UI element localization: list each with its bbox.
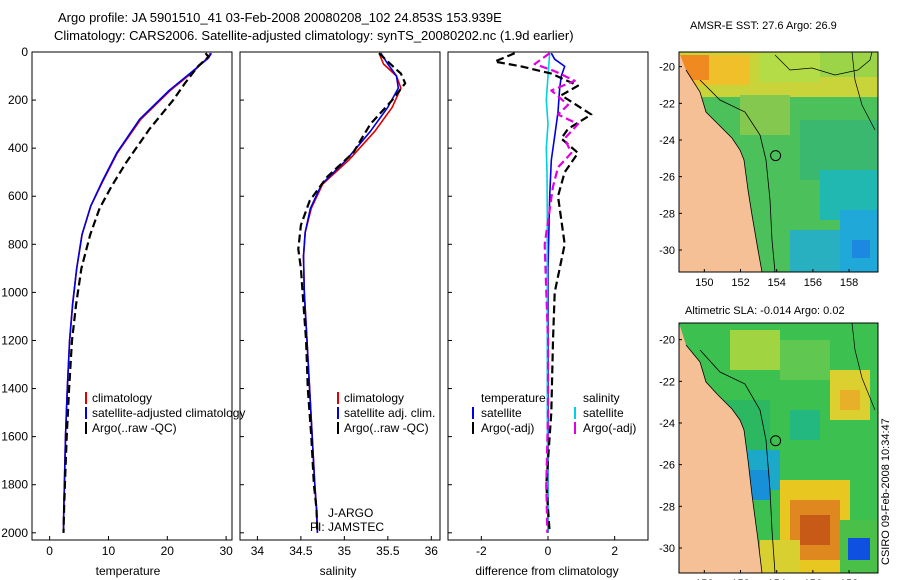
map-y-tick-label: -26 <box>659 460 675 472</box>
legend-header: salinity <box>583 391 620 405</box>
x-tick-label: 2 <box>611 544 618 558</box>
y-tick-label: 400 <box>8 141 28 155</box>
map-y-tick-label: -30 <box>659 543 675 555</box>
sla-land <box>679 323 762 573</box>
map-y-tick-label: -22 <box>659 376 675 388</box>
x-tick-label: 10 <box>102 544 116 558</box>
series-line-satellite <box>547 52 566 533</box>
difference-ticks: -2 0 2 <box>448 51 618 558</box>
x-tick-label: 35 <box>338 544 352 558</box>
y-tick-label: 1200 <box>1 333 28 347</box>
title-line-2: Climatology: CARS2006. Satellite-adjuste… <box>54 28 574 43</box>
y-tick-label: 2000 <box>1 526 28 540</box>
map-x-tick-label: 150 <box>695 578 713 580</box>
legend-label: satellite <box>583 406 624 420</box>
x-tick-label: 35.5 <box>376 544 400 558</box>
salinity-xlabel: salinity <box>320 564 357 578</box>
sla-float-marker <box>770 435 782 447</box>
sst-map-title: AMSR-E SST: 27.6 Argo: 26.9 <box>690 20 837 32</box>
float-pi-label: PI: JAMSTEC <box>310 520 384 534</box>
series-line-climatology <box>302 52 402 533</box>
salinity-ticks: 34 34.5 35 35.5 36 <box>240 51 439 558</box>
x-tick-label: 34 <box>251 544 265 558</box>
map-y-tick-label: -20 <box>659 62 675 74</box>
series-line-argo <box>493 52 593 533</box>
temperature-series <box>62 52 213 533</box>
y-tick-label: 1000 <box>1 285 28 299</box>
legend-label: Argo(-adj) <box>481 421 534 435</box>
sst-map-ticks: 150 152 154 156 158 -20 -22 -24 -26 -28 -30 <box>659 62 858 289</box>
legend-label: climatology <box>344 391 404 405</box>
legend-header: temperature <box>481 391 546 405</box>
float-program-label: J-ARGO <box>328 506 373 520</box>
salinity-legend: climatology satellite adj. clim. Argo(..… <box>337 391 435 435</box>
map-y-tick-label: -28 <box>659 501 675 513</box>
map-x-tick-label: 154 <box>768 578 786 580</box>
map-x-tick-label: 158 <box>840 578 858 580</box>
timestamp-stamp: CSIRO 09-Feb-2008 10:34:47 <box>880 418 892 565</box>
map-y-tick-label: -24 <box>659 135 675 147</box>
map-y-tick-label: -28 <box>659 208 675 220</box>
x-tick-label: -2 <box>476 544 487 558</box>
legend-label: Argo(..raw -QC) <box>344 421 429 435</box>
legend-label: Argo(..raw -QC) <box>92 421 177 435</box>
map-x-tick-label: 152 <box>731 277 749 289</box>
y-tick-label: 1400 <box>1 382 28 396</box>
map-x-tick-label: 158 <box>840 277 858 289</box>
map-x-tick-label: 150 <box>695 277 713 289</box>
sst-float-marker <box>770 150 782 162</box>
legend-label: satellite adj. clim. <box>344 406 435 420</box>
legend-label: satellite-adjusted climatology <box>92 406 245 420</box>
map-y-tick-label: -30 <box>659 245 675 257</box>
map-x-tick-label: 152 <box>731 578 749 580</box>
sla-map-frame <box>678 322 879 574</box>
sla-map-image <box>679 323 878 573</box>
series-line-argo <box>62 52 210 533</box>
series-line-argo_sal_diff <box>533 52 580 533</box>
map-y-tick-label: -26 <box>659 172 675 184</box>
x-tick-label: 30 <box>219 544 233 558</box>
y-tick-label: 600 <box>8 189 28 203</box>
sla-map-title: Altimetric SLA: -0.014 Argo: 0.02 <box>685 305 845 317</box>
y-tick-label: 1600 <box>1 430 28 444</box>
difference-xlabel: difference from climatology <box>475 564 618 578</box>
y-tick-label: 1800 <box>1 478 28 492</box>
x-tick-label: 0 <box>545 544 552 558</box>
y-tick-label: 800 <box>8 237 28 251</box>
sst-map-image <box>679 52 878 272</box>
series-line-climatology <box>62 52 211 533</box>
sst-map-frame <box>678 51 879 273</box>
sla-map-ticks: 150 152 154 156 158 -20 -22 -24 -26 -28 -30 <box>659 335 858 580</box>
x-tick-label: 0 <box>46 544 53 558</box>
title-line-1: Argo profile: JA 5901510_41 03-Feb-2008 … <box>58 10 502 25</box>
x-tick-label: 34.5 <box>289 544 313 558</box>
salinity-series <box>297 52 407 533</box>
legend-label: satellite <box>481 406 522 420</box>
map-x-tick-label: 156 <box>804 277 822 289</box>
temperature-legend: climatology satellite-adjusted climatolo… <box>85 391 245 435</box>
sst-land <box>679 52 762 272</box>
temperature-axes-frame <box>31 51 233 541</box>
series-line-satellite <box>302 52 400 533</box>
x-tick-label: 36 <box>425 544 439 558</box>
x-tick-label: 20 <box>161 544 175 558</box>
salinity-axes-frame <box>239 51 441 541</box>
map-x-tick-label: 156 <box>804 578 822 580</box>
temperature-xlabel: temperature <box>96 564 161 578</box>
map-y-tick-label: -24 <box>659 418 675 430</box>
map-x-tick-label: 154 <box>768 277 786 289</box>
legend-label: climatology <box>92 391 152 405</box>
y-tick-label: 0 <box>21 45 28 59</box>
map-y-tick-label: -20 <box>659 335 675 347</box>
difference-legend: temperature satellite Argo(-adj) salinit… <box>472 391 636 435</box>
difference-series <box>493 52 593 533</box>
temperature-ticks: 0 10 20 30 0 200 400 600 800 1000 1200 1400 1600 1800… <box>1 45 233 558</box>
y-tick-label: 200 <box>8 93 28 107</box>
series-line-argo <box>297 52 407 533</box>
map-y-tick-label: -22 <box>659 98 675 110</box>
legend-label: Argo(-adj) <box>583 421 636 435</box>
